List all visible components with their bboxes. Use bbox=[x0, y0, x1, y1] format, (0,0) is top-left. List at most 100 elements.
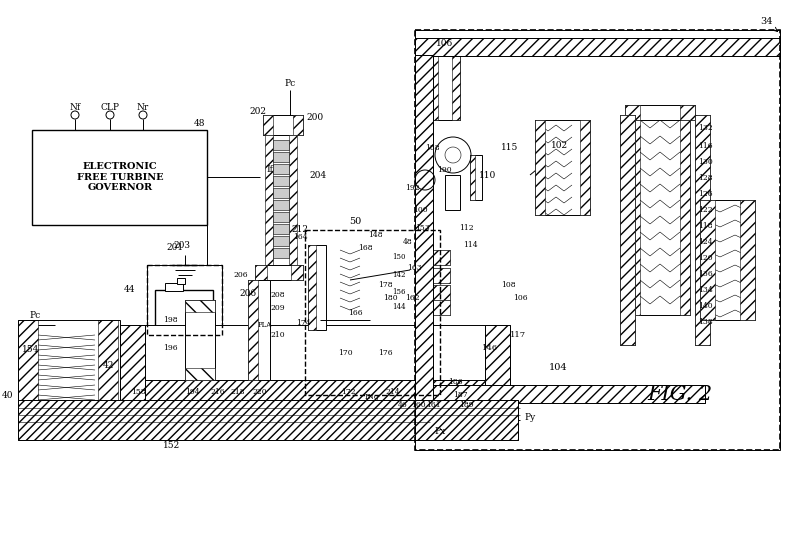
Text: 170: 170 bbox=[337, 349, 352, 357]
Bar bbox=[273, 224, 289, 234]
Text: 112: 112 bbox=[459, 224, 474, 232]
Bar bbox=[145, 325, 485, 380]
Text: 42: 42 bbox=[102, 361, 114, 369]
Text: 106: 106 bbox=[436, 40, 454, 48]
Text: 174: 174 bbox=[295, 319, 310, 327]
Bar bbox=[98, 320, 118, 420]
Bar bbox=[273, 176, 289, 186]
Text: 162: 162 bbox=[405, 294, 419, 302]
Bar bbox=[120, 325, 145, 435]
Bar bbox=[248, 280, 270, 380]
Text: 214: 214 bbox=[386, 388, 400, 396]
Text: 156: 156 bbox=[393, 288, 406, 296]
Bar bbox=[120, 325, 145, 435]
Bar bbox=[740, 200, 755, 320]
Text: 198: 198 bbox=[162, 316, 177, 324]
Text: 46: 46 bbox=[398, 401, 408, 409]
Bar bbox=[695, 115, 710, 345]
Bar bbox=[415, 268, 450, 283]
Bar bbox=[415, 285, 450, 300]
Text: 163: 163 bbox=[408, 264, 422, 272]
Text: 187: 187 bbox=[453, 391, 467, 399]
Text: 200: 200 bbox=[307, 114, 324, 123]
Text: 108: 108 bbox=[501, 281, 516, 289]
Bar bbox=[470, 155, 475, 200]
Bar bbox=[415, 285, 450, 300]
Bar bbox=[415, 300, 450, 315]
Circle shape bbox=[71, 111, 79, 119]
Bar bbox=[308, 245, 316, 330]
Bar bbox=[165, 283, 183, 291]
Text: 172: 172 bbox=[341, 388, 356, 396]
Text: 144: 144 bbox=[393, 303, 406, 311]
Text: PLA: PLA bbox=[258, 321, 272, 329]
Text: 110: 110 bbox=[479, 170, 497, 180]
Bar bbox=[289, 135, 297, 265]
Text: 180: 180 bbox=[383, 294, 398, 302]
Text: 120: 120 bbox=[698, 254, 713, 262]
Bar bbox=[120, 380, 510, 435]
Text: 203: 203 bbox=[173, 241, 191, 249]
Text: 209: 209 bbox=[271, 304, 285, 312]
Bar bbox=[305, 230, 440, 395]
Text: 138: 138 bbox=[698, 318, 713, 326]
Text: 186: 186 bbox=[447, 378, 463, 386]
Bar bbox=[620, 115, 635, 345]
Text: 212: 212 bbox=[291, 226, 309, 235]
Bar bbox=[485, 325, 510, 435]
Bar bbox=[273, 140, 289, 150]
Bar bbox=[580, 120, 590, 215]
Bar bbox=[147, 265, 222, 335]
Text: 158: 158 bbox=[131, 388, 145, 396]
Bar bbox=[630, 115, 640, 315]
Bar bbox=[415, 385, 705, 403]
Bar bbox=[700, 200, 715, 320]
Bar bbox=[415, 38, 780, 56]
Bar bbox=[273, 152, 289, 162]
Text: 100: 100 bbox=[413, 206, 428, 214]
Text: 206: 206 bbox=[234, 271, 249, 279]
Bar bbox=[452, 50, 460, 120]
Text: 188: 188 bbox=[425, 144, 440, 152]
Text: 160: 160 bbox=[411, 401, 425, 409]
Bar bbox=[248, 280, 258, 380]
Bar bbox=[185, 300, 215, 312]
Text: If: If bbox=[267, 166, 273, 175]
Text: FIG. 2: FIG. 2 bbox=[647, 385, 713, 405]
Text: 130: 130 bbox=[698, 158, 713, 166]
Circle shape bbox=[106, 111, 114, 119]
Text: 208: 208 bbox=[271, 291, 285, 299]
Text: 150: 150 bbox=[393, 253, 406, 261]
Bar bbox=[120, 380, 510, 435]
Text: 116: 116 bbox=[698, 142, 713, 150]
Bar bbox=[680, 105, 695, 120]
Bar bbox=[18, 400, 518, 440]
Bar bbox=[535, 120, 590, 215]
Bar bbox=[255, 265, 303, 280]
Text: 102: 102 bbox=[551, 140, 569, 150]
Bar bbox=[630, 115, 690, 315]
Bar bbox=[263, 115, 303, 135]
Bar bbox=[695, 115, 710, 345]
Text: 132: 132 bbox=[698, 124, 713, 132]
Bar bbox=[18, 400, 518, 440]
Bar bbox=[620, 115, 635, 345]
Text: 190: 190 bbox=[436, 166, 451, 174]
Bar bbox=[415, 250, 450, 265]
Bar bbox=[680, 115, 690, 315]
Text: 114: 114 bbox=[463, 241, 478, 249]
Bar bbox=[430, 50, 460, 120]
Bar bbox=[155, 290, 213, 330]
Text: 40: 40 bbox=[2, 391, 13, 399]
Text: 218: 218 bbox=[230, 388, 246, 396]
Text: 44: 44 bbox=[124, 286, 135, 294]
Text: 128: 128 bbox=[698, 174, 713, 182]
Bar bbox=[273, 164, 289, 174]
Text: 122: 122 bbox=[698, 206, 713, 214]
Text: 189: 189 bbox=[459, 401, 474, 409]
Text: 201: 201 bbox=[166, 243, 184, 252]
Bar bbox=[263, 115, 273, 135]
Text: Pc: Pc bbox=[29, 310, 40, 319]
Bar bbox=[177, 278, 185, 284]
Text: ELECTRONIC
FREE TURBINE
GOVERNOR: ELECTRONIC FREE TURBINE GOVERNOR bbox=[77, 162, 163, 192]
